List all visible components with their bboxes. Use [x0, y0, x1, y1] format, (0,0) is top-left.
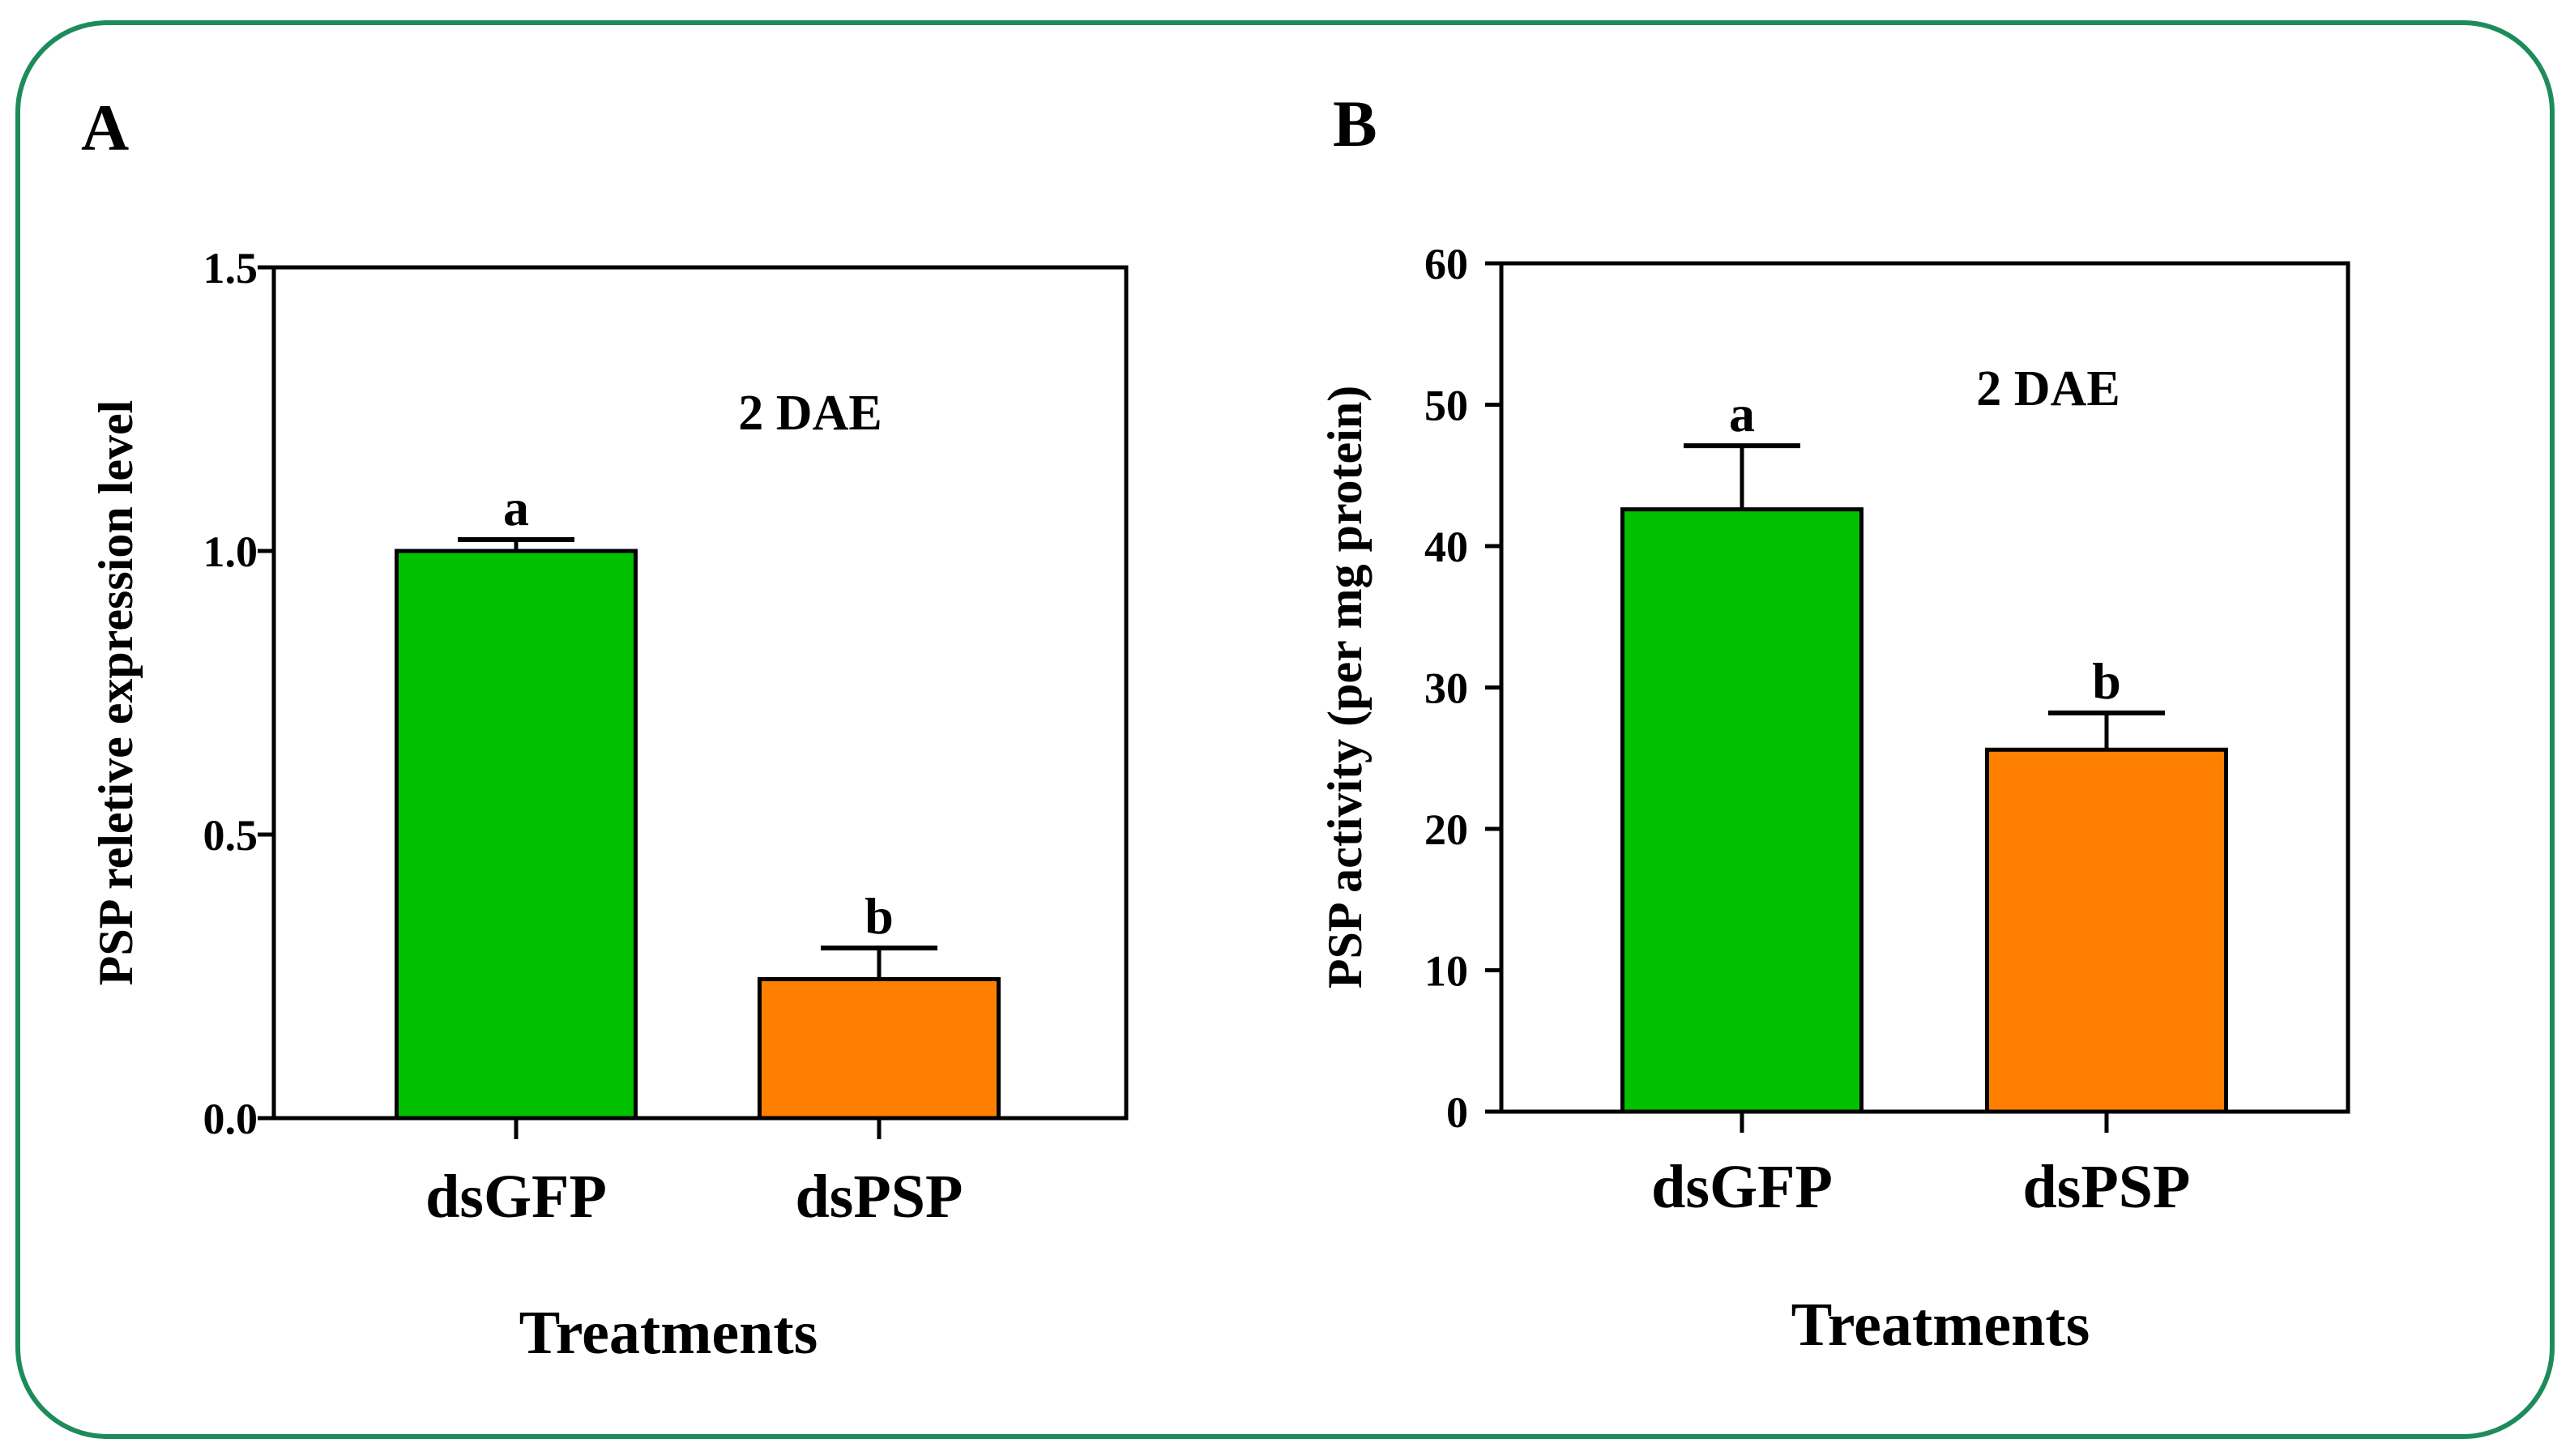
- panel-b-xlabel: Treatments: [1791, 1291, 2090, 1359]
- panel-a-category-label-dsPSP: dsPSP: [796, 1163, 963, 1231]
- panel-a-label: A: [81, 91, 129, 164]
- panel-b-ytick-label: 20: [1424, 805, 1468, 854]
- panel-a-ytick-label: 1.0: [203, 527, 258, 576]
- panel-a-ytick-label: 1.5: [203, 244, 258, 292]
- panel-a-ytick-label: 0.5: [203, 811, 258, 860]
- panel-b-ytick-label: 0: [1446, 1088, 1468, 1137]
- panel-b-label: B: [1333, 87, 1377, 160]
- panel-a-plot-frame: [271, 265, 1129, 1121]
- panel-a-bar-dsPSP: [758, 977, 1001, 1121]
- panel-b-ylabel: PSP activity (per mg protein): [1318, 386, 1372, 988]
- panel-b-annotation: 2 DAE: [1976, 361, 2120, 416]
- panel-a-ylabel: PSP reletive expression level: [89, 400, 143, 986]
- panel-a-annotation: 2 DAE: [738, 386, 882, 441]
- panel-b-ytick-label: 40: [1424, 523, 1468, 571]
- panel-b: B 0 10 20 30 40 50 60 dsGFP a dsPSP b 2 DAE PSP ac…: [1318, 87, 2350, 1359]
- panel-b-ytick-label: 10: [1424, 947, 1468, 996]
- panel-b-ytick-label: 60: [1424, 240, 1468, 288]
- panel-b-category-label-dsPSP: dsPSP: [2023, 1153, 2191, 1221]
- panel-b-ytick-label: 50: [1424, 382, 1468, 430]
- panel-a-significance-dsGFP: a: [503, 479, 529, 536]
- panel-a-significance-dsPSP: b: [864, 887, 894, 945]
- panel-b-bar-dsGFP: [1620, 507, 1863, 1114]
- panel-b-ytick-label: 30: [1424, 664, 1468, 713]
- panel-b-bar-dsPSP: [1985, 747, 2228, 1114]
- panel-b-significance-dsPSP: b: [2092, 652, 2121, 710]
- figure-frame: [15, 20, 2555, 1439]
- panel-b-significance-dsGFP: a: [1729, 385, 1755, 442]
- panel-a-bar-dsGFP: [395, 549, 638, 1121]
- panel-a: A 0.0 0.5 1.0 1.5 dsGFP a dsPSP b 2 DAE PSP rel…: [81, 91, 1129, 1367]
- panel-a-xlabel: Treatments: [519, 1299, 818, 1367]
- panel-b-marks: 0 10 20 30 40 50 60 dsGFP a dsPSP b: [1424, 240, 2228, 1221]
- panel-b-category-label-dsGFP: dsGFP: [1651, 1153, 1833, 1221]
- panel-a-ytick-label: 0.0: [203, 1095, 258, 1143]
- panel-a-marks: 0.0 0.5 1.0 1.5 dsGFP a dsPSP b: [203, 244, 1001, 1231]
- panel-a-category-label-dsGFP: dsGFP: [425, 1163, 607, 1231]
